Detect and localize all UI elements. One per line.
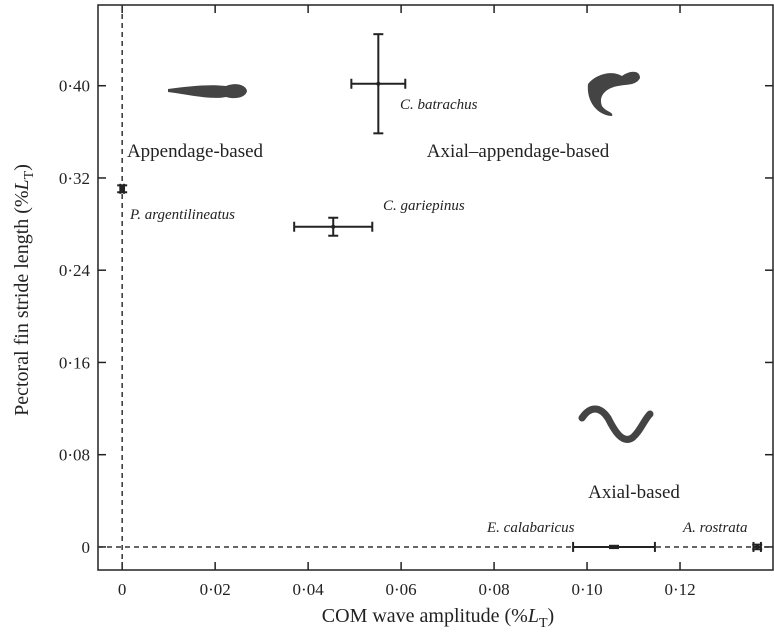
catfish-silhouette xyxy=(587,71,640,116)
point xyxy=(612,544,617,549)
fish-silhouette xyxy=(168,84,247,99)
x-tick-label: 0·08 xyxy=(478,580,509,599)
x-label-part: T xyxy=(539,616,548,631)
plot-frame xyxy=(97,4,774,571)
point-label: C. batrachus xyxy=(400,97,478,113)
point xyxy=(120,186,125,191)
y-tick-label: 0 xyxy=(82,538,91,557)
x-tick-label: 0·12 xyxy=(664,580,695,599)
x-axis-label: COM wave amplitude (%LT) xyxy=(322,605,554,631)
point xyxy=(755,544,760,549)
annotation: Axial-based xyxy=(588,482,680,503)
point xyxy=(376,81,381,86)
y-tick-label: 0·16 xyxy=(59,353,90,372)
x-label-part: ) xyxy=(548,605,555,627)
y-tick-label: 0·32 xyxy=(59,169,90,188)
eel-silhouette xyxy=(578,405,654,443)
x-tick-label: 0·04 xyxy=(293,580,325,599)
annotation: Appendage-based xyxy=(127,141,264,162)
y-axis-label: Pectoral fin stride length (%LT) xyxy=(11,164,37,416)
x-tick-label: 0·06 xyxy=(386,580,417,599)
x-label-part: L xyxy=(527,605,539,627)
point-label: P. argentilineatus xyxy=(129,207,235,223)
point-label: E. calabaricus xyxy=(486,520,575,536)
y-label-part: T xyxy=(22,170,37,179)
x-tick-label: 0·02 xyxy=(200,580,231,599)
y-tick-label: 0·40 xyxy=(59,77,90,96)
y-label-part: L xyxy=(11,179,33,191)
y-tick-label: 0·08 xyxy=(59,446,90,465)
y-tick-label: 0·24 xyxy=(59,261,91,280)
point-label: C. gariepinus xyxy=(383,198,465,214)
annotation: Axial–appendage-based xyxy=(427,141,610,162)
point xyxy=(331,224,336,229)
x-tick-label: 0 xyxy=(118,580,127,599)
x-tick-label: 0·10 xyxy=(571,580,602,599)
point-label: A. rostrata xyxy=(682,520,747,536)
x-label-part: COM wave amplitude (% xyxy=(322,605,528,627)
y-label-part: Pectoral fin stride length (% xyxy=(11,190,33,416)
y-label-part: ) xyxy=(11,164,33,171)
